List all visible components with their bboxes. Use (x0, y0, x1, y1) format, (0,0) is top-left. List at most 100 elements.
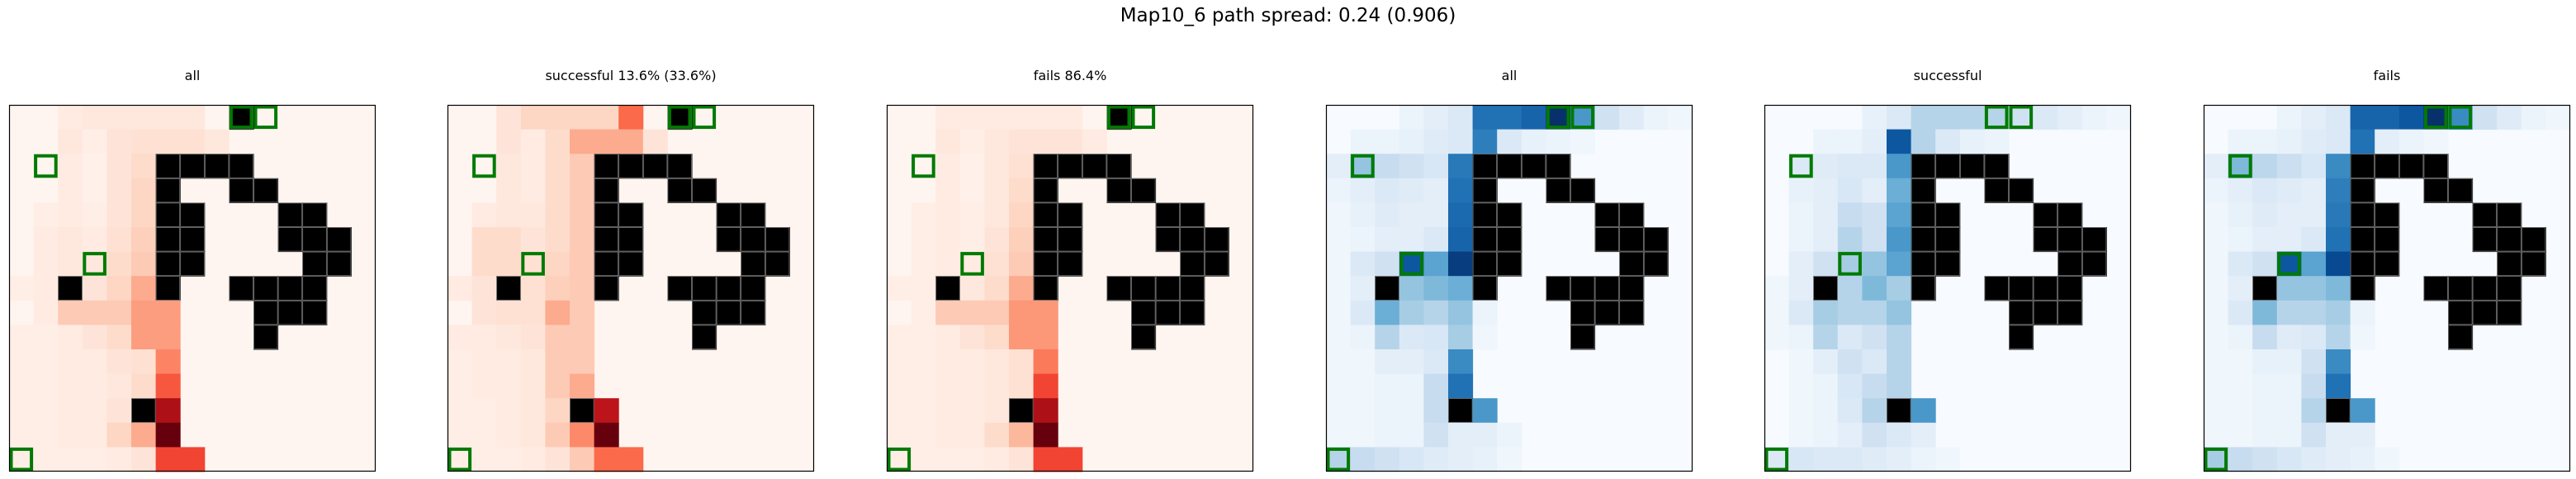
wall-cell (1155, 202, 1181, 228)
wall-cell-outline (1033, 154, 1058, 178)
wall-cell (2057, 300, 2083, 325)
heatmap-cell (1375, 251, 1400, 277)
wall-cell (2350, 154, 2375, 179)
heatmap-cell (887, 325, 912, 350)
wall-cell (716, 300, 741, 325)
wall-cell (741, 251, 766, 277)
heatmap-cell (2375, 129, 2400, 154)
heatmap-cell (1862, 447, 1887, 472)
heatmap-cell (2228, 178, 2253, 203)
heatmap-cell (520, 105, 546, 130)
heatmap-cell (107, 202, 132, 228)
heatmap-cell (58, 105, 83, 130)
wall-cell-outline (1058, 227, 1082, 252)
heatmap-cell (1326, 202, 1352, 228)
wall-cell-outline (1033, 251, 1058, 277)
heatmap-cell (1594, 105, 1620, 130)
wall-cell-outline (618, 154, 643, 178)
wall-cell-outline (180, 202, 205, 227)
heatmap-cell (1399, 300, 1424, 325)
wall-cell (2057, 202, 2083, 228)
heatmap-cell (1375, 154, 1400, 179)
heatmap-cell (496, 202, 522, 228)
heatmap-cell (1326, 422, 1352, 448)
heatmap-cell (1643, 105, 1669, 130)
heatmap-cell (2204, 154, 2229, 179)
heatmap-cell (2204, 276, 2229, 301)
heatmap-cell (58, 398, 83, 424)
heatmap-cell (131, 325, 157, 350)
wall-cell (741, 227, 766, 253)
heatmap-cell (1448, 154, 1474, 179)
heatmap-cell (2375, 447, 2400, 472)
heatmap-cell (520, 349, 546, 375)
heatmap-cell (2276, 447, 2302, 472)
wall-cell (253, 300, 279, 325)
heatmap-cell (155, 398, 181, 424)
wall-cell (716, 276, 741, 301)
wall-cell-outline (741, 251, 765, 277)
heatmap-cell (107, 447, 132, 472)
wall-cell (716, 227, 741, 253)
heatmap-cell (545, 251, 571, 277)
wall-cell-outline (155, 178, 181, 203)
wall-cell-outline (326, 227, 352, 252)
wall-cell-outline (2350, 178, 2375, 203)
wall-cell-outline (1911, 202, 1936, 227)
heatmap-cell (1813, 202, 1839, 228)
wall-cell-outline (1984, 178, 2009, 203)
heatmap-cell (1423, 202, 1449, 228)
heatmap-cell (58, 178, 83, 203)
heatmap-cell (496, 178, 522, 203)
heatmap-cell (107, 349, 132, 375)
wall-cell-outline (1643, 251, 1669, 277)
wall-cell (1033, 202, 1058, 228)
heatmap-cell (1813, 300, 1839, 325)
heatmap-cell (33, 227, 59, 253)
wall-cell-outline (58, 276, 83, 301)
wall-cell (594, 251, 619, 277)
wall-cell (1033, 251, 1058, 277)
heatmap-cell (2326, 300, 2351, 325)
heatmap-cell (82, 325, 107, 350)
wall-cell (594, 227, 619, 253)
heatmap-cell (594, 398, 619, 424)
heatmap-cell (2276, 202, 2302, 228)
heatmap-cell (2326, 129, 2351, 154)
heatmap-cell (2276, 178, 2302, 203)
heatmap-cell (58, 373, 83, 399)
heatmap-cell (2350, 325, 2375, 350)
heatmap-cell (935, 154, 961, 179)
heatmap-cell (911, 422, 936, 448)
heatmap-cell (1033, 300, 1058, 325)
heatmap-cell (2326, 325, 2351, 350)
wall-cell (594, 154, 619, 179)
wall-cell-outline (277, 202, 303, 227)
heatmap-cell (2204, 251, 2229, 277)
heatmap-cell (545, 422, 571, 448)
wall-cell-outline (1472, 178, 1498, 203)
wall-cell (618, 154, 644, 179)
heatmap-cell (2326, 105, 2351, 130)
heatmap-cell (1911, 105, 1936, 130)
heatmap-cell (2057, 105, 2083, 130)
wall-cell-outline (1375, 276, 1399, 301)
heatmap-cell (545, 154, 571, 179)
heatmap-cell (1862, 300, 1887, 325)
heatmap-cell (33, 325, 59, 350)
wall-cell-outline (2009, 300, 2034, 325)
wall-cell (618, 202, 644, 228)
heatmap-cell (570, 373, 595, 399)
wall-cell (1497, 251, 1522, 277)
wall-cell (1472, 178, 1498, 203)
heatmap-cell (33, 251, 59, 277)
wall-cell (1911, 251, 1936, 277)
heatmap-cell (33, 398, 59, 424)
heatmap-cell (2204, 227, 2229, 253)
wall-cell-outline (2472, 300, 2498, 325)
goal-marker (2448, 105, 2473, 130)
heatmap-cell (2252, 251, 2278, 277)
wall-cell-outline (594, 154, 619, 178)
heatmap-cell (2301, 276, 2327, 301)
heatmap-cell (1887, 129, 1912, 154)
